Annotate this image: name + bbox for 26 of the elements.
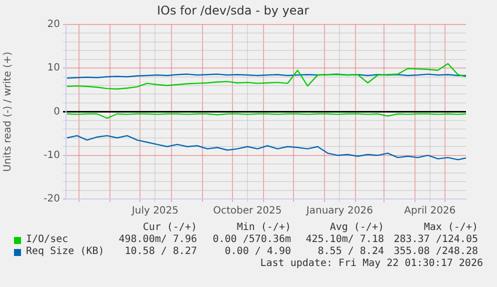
x-tick-label: October 2025	[213, 206, 282, 217]
text: Avg (-/+)	[330, 222, 384, 233]
text: 10.58 / 8.27	[124, 246, 197, 257]
y-tick-label: 0	[54, 106, 60, 118]
text: 498.00m/ 7.96	[118, 234, 197, 245]
text: Last update: Fri May 22 01:30:17 2026	[260, 258, 483, 269]
x-tick-label: January 2026	[305, 206, 373, 217]
y-tick-label: -20	[44, 194, 60, 205]
text: 8.55 / 8.24	[318, 246, 384, 257]
y-tick-label: 10	[47, 62, 60, 74]
x-tick-label: July 2025	[130, 206, 179, 217]
legend-label: Req Size (KB)	[26, 246, 104, 257]
y-axis-title: Units read (-) / write (+)	[2, 52, 14, 172]
text: 283.37 /124.05	[394, 234, 478, 245]
y-tick-label: -10	[44, 150, 60, 161]
text: Min (-/+)	[236, 222, 291, 233]
legend-label: I/O/sec	[26, 234, 68, 245]
text: Max (-/+)	[424, 222, 478, 233]
chart-title: IOs for /dev/sda - by year	[156, 3, 310, 18]
y-tick-label: 20	[47, 18, 60, 30]
text: 0.00 /570.36m	[212, 234, 291, 245]
text: 355.08 /248.28	[394, 246, 478, 257]
text: Cur (-/+)	[142, 222, 197, 233]
text: 425.10m/ 7.18	[306, 234, 384, 245]
text: 0.00 / 4.90	[224, 246, 291, 257]
x-tick-label: April 2026	[404, 206, 456, 217]
